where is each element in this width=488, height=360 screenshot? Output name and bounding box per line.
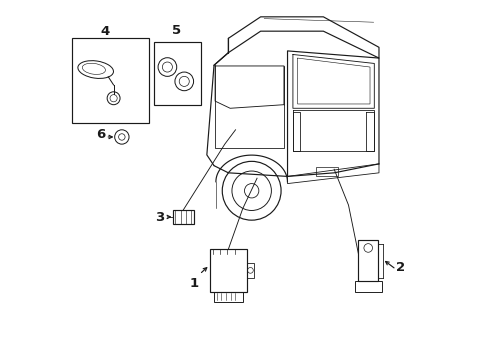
Text: 5: 5 [171, 24, 181, 37]
Bar [316, 167, 337, 176]
Bar [209, 249, 247, 292]
Text: 4: 4 [101, 25, 110, 38]
Text: 3: 3 [155, 211, 164, 224]
Bar [72, 39, 149, 123]
Bar [154, 42, 201, 105]
Bar [247, 263, 253, 278]
Bar [172, 210, 193, 224]
Bar [213, 292, 243, 302]
Text: 6: 6 [96, 127, 105, 141]
Bar [354, 281, 381, 292]
Bar [358, 240, 377, 281]
Text: 2: 2 [395, 261, 404, 274]
Text: 1: 1 [189, 277, 199, 290]
